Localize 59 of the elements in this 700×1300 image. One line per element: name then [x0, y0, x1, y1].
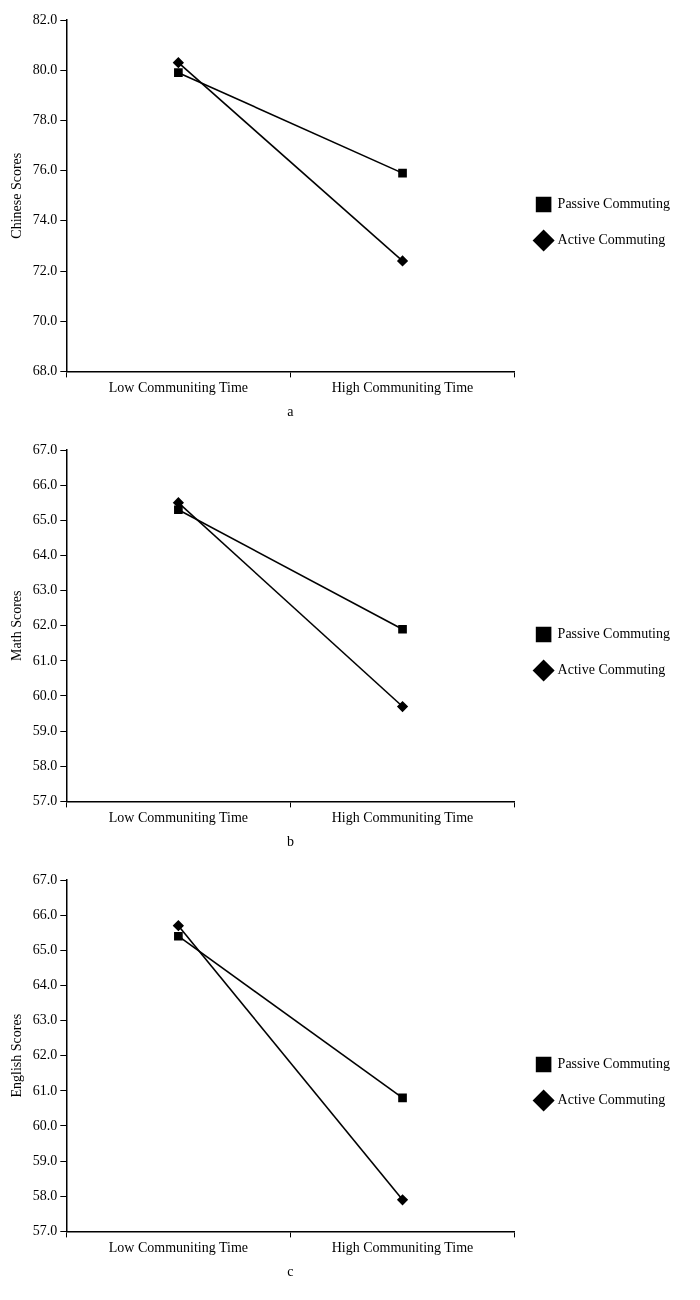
legend-label: Active Commuting	[557, 662, 666, 678]
point	[397, 255, 408, 267]
point	[397, 701, 408, 712]
point	[173, 57, 184, 68]
y-tick-label: 64.0	[32, 977, 58, 993]
point	[397, 1194, 408, 1206]
y-axis-title: English Scores	[9, 1013, 25, 1098]
y-tick-label: 66.0	[32, 476, 58, 492]
point	[174, 68, 183, 78]
y-tick-label: 58.0	[32, 1187, 58, 1203]
y-tick-label: 57.0	[32, 1223, 58, 1239]
x-tick-label: Low Communiting Time	[108, 810, 248, 826]
x-tick-label: Low Communiting Time	[108, 1240, 248, 1256]
y-tick-label: 82.0	[32, 11, 58, 27]
x-tick-label: Low Communiting Time	[108, 380, 248, 396]
legend-label: Passive Commuting	[557, 626, 671, 642]
x-axis-title: c	[287, 1264, 294, 1280]
legend-label: Passive Commuting	[557, 1056, 671, 1072]
y-tick-label: 66.0	[32, 906, 58, 922]
point	[174, 505, 183, 515]
y-tick-label: 70.0	[32, 312, 58, 328]
x-tick-label: High Communiting Time	[331, 810, 474, 826]
y-tick-label: 67.0	[32, 871, 58, 887]
y-tick-label: 62.0	[32, 1047, 58, 1063]
y-tick-label: 67.0	[32, 441, 58, 457]
y-tick-label: 65.0	[32, 511, 58, 527]
y-tick-label: 59.0	[32, 1152, 58, 1168]
y-tick-label: 63.0	[32, 582, 58, 598]
y-tick-label: 60.0	[32, 1117, 58, 1133]
y-tick-label: 59.0	[32, 722, 58, 738]
y-axis-title: Math Scores	[9, 590, 25, 661]
y-tick-label: 63.0	[32, 1012, 58, 1028]
x-axis-title: a	[287, 404, 295, 420]
y-tick-label: 78.0	[32, 112, 58, 128]
y-tick-label: 74.0	[32, 212, 58, 228]
y-tick-label: 57.0	[32, 793, 58, 809]
y-tick-label: 80.0	[32, 61, 58, 77]
y-tick-label: 65.0	[32, 941, 58, 957]
y-tick-label: 72.0	[32, 262, 58, 278]
x-axis-title: b	[286, 834, 294, 850]
y-tick-label: 62.0	[32, 617, 58, 633]
point	[173, 920, 184, 931]
y-tick-label: 64.0	[32, 547, 58, 563]
y-tick-label: 61.0	[32, 652, 58, 668]
y-tick-label: 58.0	[32, 757, 58, 773]
legend-label: Active Commuting	[557, 232, 666, 248]
point	[398, 1093, 407, 1103]
x-tick-label: High Communiting Time	[331, 1240, 474, 1256]
y-tick-label: 60.0	[32, 687, 58, 703]
y-axis-title: Chinese Scores	[9, 152, 25, 239]
legend-label: Active Commuting	[557, 1092, 666, 1108]
point	[398, 624, 407, 634]
y-tick-label: 68.0	[32, 363, 58, 379]
x-tick-label: High Communiting Time	[331, 380, 474, 396]
point	[174, 931, 183, 941]
y-tick-label: 76.0	[32, 162, 58, 178]
y-tick-label: 61.0	[32, 1082, 58, 1098]
legend-label: Passive Commuting	[557, 196, 671, 212]
point	[398, 168, 407, 178]
